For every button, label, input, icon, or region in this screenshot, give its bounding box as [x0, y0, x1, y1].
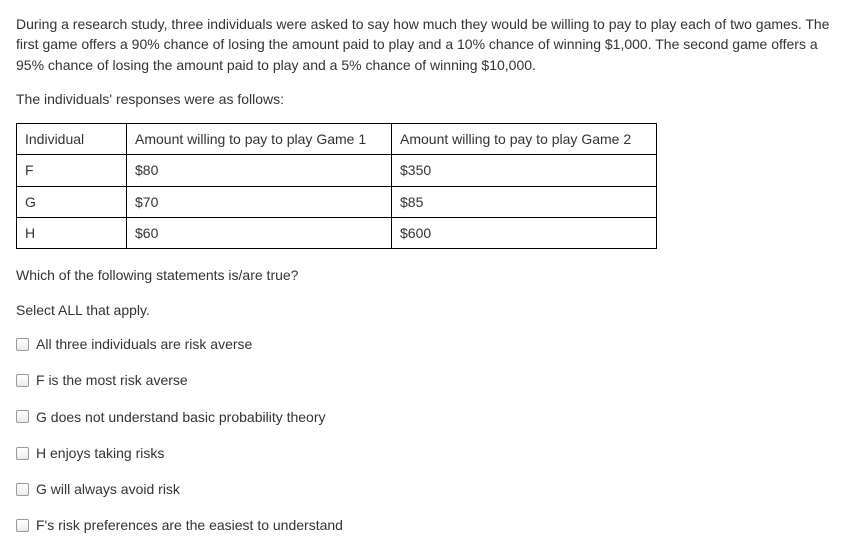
- option-row[interactable]: All three individuals are risk averse: [16, 334, 844, 354]
- table-cell: $350: [392, 155, 657, 186]
- table-cell: $80: [127, 155, 392, 186]
- checkbox-icon[interactable]: [16, 410, 29, 423]
- instruction-text: Select ALL that apply.: [16, 300, 844, 320]
- option-label: All three individuals are risk averse: [36, 334, 252, 354]
- table-cell: $70: [127, 186, 392, 217]
- table-header: Amount willing to pay to play Game 1: [127, 124, 392, 155]
- option-row[interactable]: G will always avoid risk: [16, 479, 844, 499]
- table-row: F $80 $350: [17, 155, 657, 186]
- option-row[interactable]: F's risk preferences are the easiest to …: [16, 515, 844, 535]
- question-text: Which of the following statements is/are…: [16, 265, 844, 285]
- checkbox-icon[interactable]: [16, 483, 29, 496]
- option-label: G will always avoid risk: [36, 479, 180, 499]
- intro-paragraph-2: The individuals' responses were as follo…: [16, 89, 844, 109]
- intro-paragraph-1: During a research study, three individua…: [16, 14, 844, 75]
- table-header: Amount willing to pay to play Game 2: [392, 124, 657, 155]
- table-cell: G: [17, 186, 127, 217]
- table-cell: $85: [392, 186, 657, 217]
- option-label: H enjoys taking risks: [36, 443, 164, 463]
- responses-table: Individual Amount willing to pay to play…: [16, 123, 657, 249]
- option-label: F's risk preferences are the easiest to …: [36, 515, 343, 535]
- option-row[interactable]: F is the most risk averse: [16, 370, 844, 390]
- table-row: G $70 $85: [17, 186, 657, 217]
- checkbox-icon[interactable]: [16, 374, 29, 387]
- option-label: F is the most risk averse: [36, 370, 188, 390]
- option-row[interactable]: H enjoys taking risks: [16, 443, 844, 463]
- table-header-row: Individual Amount willing to pay to play…: [17, 124, 657, 155]
- checkbox-icon[interactable]: [16, 338, 29, 351]
- checkbox-icon[interactable]: [16, 447, 29, 460]
- option-label: G does not understand basic probability …: [36, 407, 326, 427]
- table-cell: $60: [127, 218, 392, 249]
- table-cell: H: [17, 218, 127, 249]
- options-group: All three individuals are risk averse F …: [16, 334, 844, 536]
- option-row[interactable]: G does not understand basic probability …: [16, 407, 844, 427]
- table-row: H $60 $600: [17, 218, 657, 249]
- table-cell: $600: [392, 218, 657, 249]
- table-header: Individual: [17, 124, 127, 155]
- checkbox-icon[interactable]: [16, 519, 29, 532]
- table-cell: F: [17, 155, 127, 186]
